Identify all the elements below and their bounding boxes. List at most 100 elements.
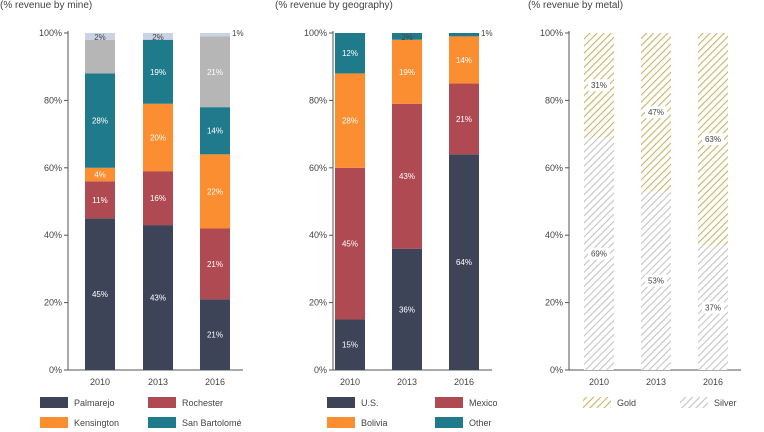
- chart-title: (% revenue by metal): [528, 0, 623, 11]
- y-tick-label: 80%: [545, 95, 563, 105]
- y-tick-label: 60%: [545, 163, 563, 173]
- data-label: 53%: [648, 277, 664, 286]
- x-tick-label: 2010: [90, 377, 110, 387]
- y-tick-label: 60%: [44, 163, 62, 173]
- data-label: 19%: [399, 68, 415, 77]
- data-label: 22%: [207, 187, 223, 196]
- data-label: 28%: [342, 117, 358, 126]
- data-label-box: [588, 79, 610, 92]
- data-label: 45%: [92, 290, 108, 299]
- bar-segment: [143, 103, 173, 172]
- data-label-box: [702, 133, 724, 146]
- data-label: 43%: [399, 172, 415, 181]
- data-label: 15%: [342, 341, 358, 350]
- bar-segment: [143, 39, 173, 104]
- bar-segment: [335, 319, 365, 370]
- bar-segment: [449, 83, 479, 155]
- data-label: 21%: [456, 115, 472, 124]
- data-label: 21%: [207, 260, 223, 269]
- legend-swatch: [327, 417, 355, 428]
- bar-segment: [200, 36, 230, 108]
- bar-segment: [85, 181, 115, 219]
- data-label: 45%: [342, 240, 358, 249]
- y-tick-label: 100%: [540, 28, 563, 38]
- bar-segment: [335, 33, 365, 74]
- legend-label: U.S.: [361, 398, 379, 408]
- legend-swatch: [40, 417, 68, 428]
- legend-label: Silver: [714, 398, 737, 408]
- chart-panel-1: (% revenue by mine) 0% 20% 40% 60% 80% 100% 45%…: [0, 0, 244, 428]
- legend-label: Mexico: [469, 398, 498, 408]
- x-tick-label: 2010: [589, 377, 609, 387]
- data-label: 21%: [207, 331, 223, 340]
- bar-segment: [143, 225, 173, 370]
- data-label: 19%: [150, 68, 166, 77]
- y-tick-label: 0%: [314, 365, 327, 375]
- bar-segment: [335, 73, 365, 168]
- y-tick-label: 40%: [545, 230, 563, 240]
- data-label-box: [645, 274, 667, 287]
- x-tick-label: 2016: [454, 377, 474, 387]
- data-label: 69%: [591, 250, 607, 259]
- x-tick-label: 2016: [703, 377, 723, 387]
- data-label: 64%: [456, 258, 472, 267]
- y-tick-label: 0%: [550, 365, 563, 375]
- bar-segment: [200, 107, 230, 155]
- bar-segment: [449, 154, 479, 370]
- data-label: 47%: [648, 108, 664, 117]
- data-label: 31%: [591, 81, 607, 90]
- x-tick-label: 2010: [340, 377, 360, 387]
- y-tick-label: 20%: [309, 298, 327, 308]
- data-label: 63%: [705, 135, 721, 144]
- bar-segment: [143, 171, 173, 226]
- bar-segment: [85, 167, 115, 182]
- y-tick-label: 0%: [49, 365, 62, 375]
- x-tick-label: 2013: [397, 377, 417, 387]
- data-label: 37%: [705, 304, 721, 313]
- data-label: 2%: [94, 33, 106, 42]
- data-label: 16%: [150, 194, 166, 203]
- y-tick-label: 80%: [44, 95, 62, 105]
- data-label: 28%: [92, 117, 108, 126]
- y-tick-label: 20%: [44, 298, 62, 308]
- bar-segment: [85, 73, 115, 168]
- bar-segment: [392, 33, 422, 40]
- y-tick-label: 100%: [39, 28, 62, 38]
- legend-swatch: [680, 397, 708, 408]
- data-label: 21%: [207, 68, 223, 77]
- bar-segment: [200, 228, 230, 300]
- chart-title: (% revenue by mine): [0, 0, 92, 11]
- data-label: 43%: [150, 294, 166, 303]
- data-label: 14%: [456, 56, 472, 65]
- bar-segment: [392, 39, 422, 104]
- chart-panel-2: (% revenue by geography) 0% 20% 40% 60% 80% 10…: [275, 0, 498, 428]
- data-label: 12%: [342, 49, 358, 58]
- y-tick-label: 20%: [545, 298, 563, 308]
- legend-label: Other: [469, 418, 492, 428]
- data-label-box: [645, 106, 667, 119]
- legend-label: Kensington: [74, 418, 119, 428]
- bar-segment: [200, 299, 230, 370]
- bar-segment: [200, 33, 230, 37]
- y-tick-label: 60%: [309, 163, 327, 173]
- y-tick-label: 40%: [44, 230, 62, 240]
- legend-label: Bolivia: [361, 418, 388, 428]
- bar-segment: [85, 39, 115, 74]
- chart-title: (% revenue by geography): [275, 0, 393, 11]
- data-label: 2%: [152, 33, 164, 42]
- data-label: 11%: [92, 196, 107, 205]
- legend-swatch: [583, 397, 611, 408]
- data-label: 36%: [399, 305, 415, 314]
- bar-segment: [85, 218, 115, 370]
- chart-panel-3: (% revenue by metal) 0% 20% 40% 60% 80% 100% 69…: [528, 0, 741, 408]
- data-label-box: [588, 247, 610, 260]
- bar-segment: [200, 154, 230, 229]
- bar-segment: [392, 103, 422, 249]
- bar-segment: [392, 248, 422, 370]
- data-label: 4%: [94, 171, 106, 180]
- x-tick-label: 2013: [646, 377, 666, 387]
- legend-swatch: [435, 397, 463, 408]
- legend-swatch: [435, 417, 463, 428]
- legend-label: Gold: [617, 398, 636, 408]
